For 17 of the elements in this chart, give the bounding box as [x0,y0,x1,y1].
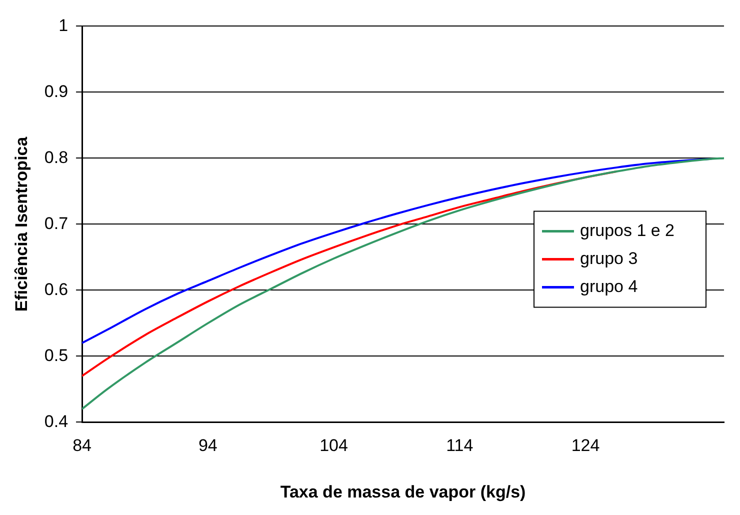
x-tick-label: 104 [320,436,348,456]
y-tick-label: 1 [58,16,68,35]
x-tick-label: 114 [446,436,474,456]
y-tick-label: 0.6 [44,280,68,299]
x-tick-label: 94 [198,436,218,456]
y-tick-label: 0.5 [44,346,68,365]
legend-label: grupo 3 [580,248,638,268]
legend-label: grupo 4 [580,276,638,296]
y-tick-label: 0.8 [44,148,68,167]
y-tick-label: 0.4 [44,412,68,431]
x-axis-title: Taxa de massa de vapor (kg/s) [280,482,526,502]
y-tick-label: 0.9 [44,82,68,101]
legend-label: grupos 1 e 2 [580,220,675,240]
x-tick-label: 124 [571,436,600,456]
y-tick-label: 0.7 [44,214,68,233]
x-tick-label: 84 [72,436,92,456]
y-axis-title: Eficiência Isentropica [12,136,31,312]
